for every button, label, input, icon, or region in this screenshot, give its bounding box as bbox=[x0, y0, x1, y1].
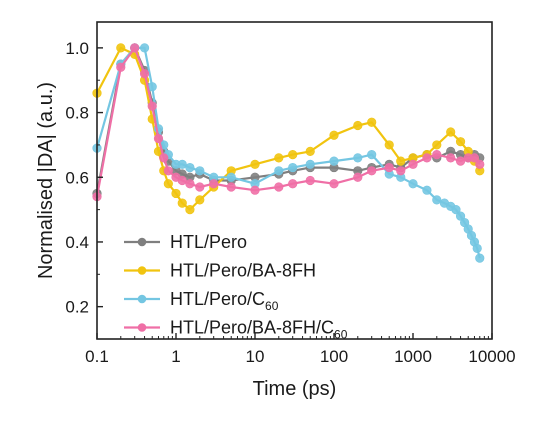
legend-label: HTL/Pero/BA-8FH bbox=[170, 261, 316, 281]
y-tick-label: 1.0 bbox=[65, 39, 89, 58]
data-point bbox=[288, 162, 298, 173]
data-point bbox=[305, 175, 315, 186]
data-point bbox=[422, 185, 432, 195]
legend-entry: HTL/Pero/BA-8FH bbox=[124, 261, 316, 281]
data-point bbox=[185, 205, 195, 215]
data-point bbox=[288, 179, 298, 189]
data-point bbox=[250, 159, 260, 169]
data-point bbox=[408, 159, 418, 169]
series-4 bbox=[92, 43, 485, 202]
data-point bbox=[353, 153, 363, 163]
data-point bbox=[455, 137, 466, 147]
data-point bbox=[159, 153, 169, 163]
legend-label: HTL/Pero/BA-8FH/C60 bbox=[170, 318, 348, 342]
data-point bbox=[432, 195, 442, 205]
data-point bbox=[177, 198, 187, 208]
plot-series-layer bbox=[92, 43, 485, 263]
data-point bbox=[177, 175, 187, 186]
legend-marker bbox=[137, 237, 147, 247]
data-point bbox=[305, 146, 315, 156]
legend-marker bbox=[137, 323, 147, 332]
data-point bbox=[396, 156, 406, 166]
data-point bbox=[274, 182, 284, 192]
data-point bbox=[353, 120, 363, 131]
data-point bbox=[116, 43, 126, 53]
data-point bbox=[209, 179, 219, 189]
axis-ticks: 0.1 1 10 100 1000 10000 0.2 0.4 0.6 0.8 1.0 bbox=[65, 39, 515, 366]
data-point bbox=[147, 101, 157, 111]
data-point bbox=[226, 182, 236, 192]
plot-frame bbox=[96, 21, 493, 340]
data-point bbox=[432, 150, 442, 160]
data-point bbox=[455, 156, 466, 166]
data-point bbox=[163, 179, 173, 189]
data-point bbox=[171, 188, 181, 199]
legend-marker bbox=[137, 294, 147, 304]
data-point bbox=[226, 172, 236, 182]
data-point bbox=[195, 195, 205, 205]
y-tick-label: 0.2 bbox=[65, 298, 89, 317]
data-point bbox=[329, 130, 339, 140]
x-tick-label: 10000 bbox=[468, 347, 515, 366]
data-point bbox=[185, 179, 195, 189]
data-point bbox=[472, 243, 482, 254]
data-point bbox=[195, 182, 205, 192]
data-point bbox=[250, 185, 260, 195]
legend-label: HTL/Pero/C60 bbox=[170, 289, 279, 313]
data-point bbox=[305, 159, 315, 169]
y-tick-label: 0.6 bbox=[65, 168, 89, 187]
legend-entry: HTL/Pero/BA-8FH/C60 bbox=[124, 318, 348, 342]
data-point bbox=[195, 166, 205, 176]
data-point bbox=[384, 140, 394, 150]
data-point bbox=[185, 162, 195, 173]
data-point bbox=[274, 153, 284, 163]
data-point bbox=[367, 117, 377, 127]
data-point bbox=[475, 159, 485, 169]
data-point bbox=[446, 127, 456, 137]
data-point bbox=[446, 153, 456, 163]
legend-marker bbox=[137, 266, 147, 275]
legend-entry: HTL/Pero bbox=[124, 232, 247, 252]
data-point bbox=[288, 150, 298, 160]
data-point bbox=[139, 43, 150, 53]
data-point bbox=[422, 153, 432, 163]
data-point bbox=[177, 159, 187, 169]
series-line bbox=[95, 46, 481, 197]
data-point bbox=[353, 172, 363, 182]
x-axis-title: Time (ps) bbox=[253, 378, 337, 400]
legend-label: HTL/Pero bbox=[170, 232, 247, 252]
x-tick-label: 100 bbox=[320, 347, 348, 366]
data-point bbox=[408, 179, 418, 189]
y-axis-title: Normalised |DA| (a.u.) bbox=[35, 82, 57, 279]
data-point bbox=[469, 153, 480, 163]
data-point bbox=[451, 205, 461, 215]
x-tick-label: 1000 bbox=[394, 347, 432, 366]
x-tick-label: 0.1 bbox=[85, 347, 109, 366]
data-point bbox=[329, 156, 339, 166]
data-point bbox=[367, 166, 377, 176]
legend: HTL/Pero HTL/Pero/BA-8FH HTL/Pero/C60 HTL/P… bbox=[124, 232, 348, 342]
data-point bbox=[432, 140, 442, 150]
data-point bbox=[329, 179, 339, 189]
data-point bbox=[396, 166, 406, 176]
y-tick-label: 0.4 bbox=[65, 233, 89, 252]
data-point bbox=[163, 166, 173, 176]
x-tick-label: 10 bbox=[246, 347, 265, 366]
data-point bbox=[130, 43, 140, 53]
data-point bbox=[139, 69, 150, 79]
data-point bbox=[384, 162, 394, 173]
y-tick-label: 0.8 bbox=[65, 104, 89, 123]
data-point bbox=[367, 150, 377, 160]
data-point bbox=[153, 133, 164, 144]
data-point bbox=[475, 253, 485, 263]
series-2 bbox=[92, 43, 485, 215]
data-point bbox=[116, 62, 126, 72]
x-tick-label: 1 bbox=[171, 347, 180, 366]
data-point bbox=[274, 166, 284, 176]
legend-entry: HTL/Pero/C60 bbox=[124, 289, 279, 313]
